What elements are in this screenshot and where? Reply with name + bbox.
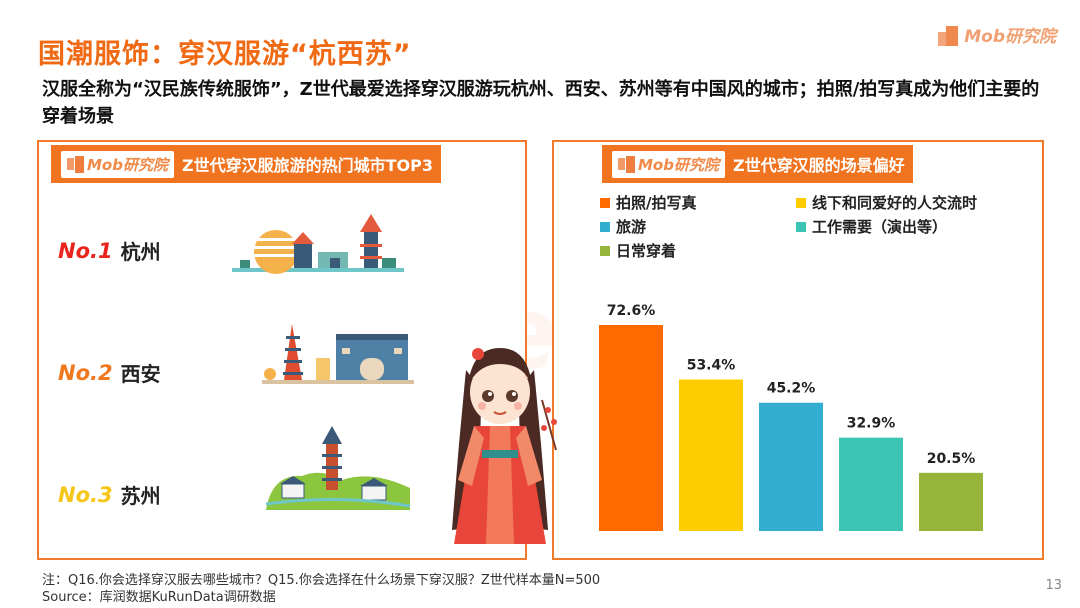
panel-logo: Mob研究院 <box>612 150 725 178</box>
scene-preference-bar-chart: 72.6% 53.4% 45.2% 32.9% 20.5% <box>599 303 983 531</box>
panel-logo-text: Mob研究院 <box>638 155 719 174</box>
legend-item: 拍照/拍写真 <box>600 192 696 213</box>
brand-logo-icon <box>938 24 960 46</box>
legend-label: 旅游 <box>616 218 647 236</box>
brand-logo-text: Mob研究院 <box>964 27 1056 47</box>
rank-city: 杭州 <box>120 240 161 264</box>
legend-label: 线下和同爱好的人交流时 <box>812 194 978 212</box>
footnote: 注：Q16.你会选择穿汉服去哪些城市？Q15.你会选择在什么场景下穿汉服？Z世代… <box>42 572 600 606</box>
page-title: 国潮服饰：穿汉服游“杭西苏” <box>38 39 412 70</box>
bar-value-label: 20.5% <box>927 451 976 467</box>
top-cities-panel-header: Mob研究院 Z世代穿汉服旅游的热门城市TOP3 <box>51 145 441 183</box>
top-cities-panel-title: Z世代穿汉服旅游的热门城市TOP3 <box>181 156 433 175</box>
bar-value-label: 72.6% <box>607 303 656 319</box>
legend-label: 拍照/拍写真 <box>616 194 697 212</box>
rank-item-3: No.3 苏州 <box>58 480 161 509</box>
top-cities-panel: Mob研究院 Z世代穿汉服旅游的热门城市TOP3 <box>37 140 527 560</box>
rank-item-1: No.1 杭州 <box>58 236 161 265</box>
legend-item: 线下和同爱好的人交流时 <box>796 192 977 213</box>
footnote-source: Source：库润数据KuRunData调研数据 <box>42 590 276 605</box>
bar-4 <box>839 437 903 531</box>
xian-illustration <box>262 324 414 384</box>
hangzhou-illustration <box>232 214 404 274</box>
panel-logo-text: Mob研究院 <box>87 155 168 174</box>
bar-2 <box>679 379 743 531</box>
legend-item: 日常穿着 <box>600 240 676 261</box>
legend-swatch <box>600 197 610 208</box>
legend-swatch <box>600 245 610 256</box>
panel-logo: Mob研究院 <box>61 150 174 178</box>
bar-value-label: 45.2% <box>767 381 816 397</box>
rank-number: No.3 <box>58 482 113 507</box>
legend-item: 旅游 <box>600 216 646 237</box>
bar-value-label: 53.4% <box>687 357 736 373</box>
scene-preference-panel-title: Z世代穿汉服的场景偏好 <box>732 156 905 175</box>
rank-city: 西安 <box>120 362 161 386</box>
rank-item-2: No.2 西安 <box>58 358 161 387</box>
rank-city: 苏州 <box>120 484 161 508</box>
bar-1 <box>599 324 663 531</box>
legend-label: 工作需要（演出等） <box>812 218 948 236</box>
legend-swatch <box>796 197 806 208</box>
footnote-question: 注：Q16.你会选择穿汉服去哪些城市？Q15.你会选择在什么场景下穿汉服？Z世代… <box>42 573 601 588</box>
bar-3 <box>759 402 823 531</box>
legend-swatch <box>796 221 806 232</box>
scene-preference-panel-header: Mob研究院 Z世代穿汉服的场景偏好 <box>602 145 913 183</box>
legend-swatch <box>600 221 610 232</box>
page-subtitle: 汉服全称为“汉民族传统服饰”，Z世代最爱选择穿汉服游玩杭州、西安、苏州等有中国风… <box>42 79 1040 127</box>
bar-value-label: 32.9% <box>847 416 896 432</box>
page-number: 13 <box>1045 578 1062 593</box>
legend-label: 日常穿着 <box>616 242 677 260</box>
rank-number: No.2 <box>58 360 113 385</box>
legend-item: 工作需要（演出等） <box>796 216 947 237</box>
suzhou-illustration <box>265 426 411 510</box>
brand-logo: Mob研究院 <box>938 22 1056 47</box>
rank-number: No.1 <box>58 238 113 263</box>
hanfu-girl-illustration <box>452 348 557 544</box>
bar-5 <box>919 472 983 531</box>
